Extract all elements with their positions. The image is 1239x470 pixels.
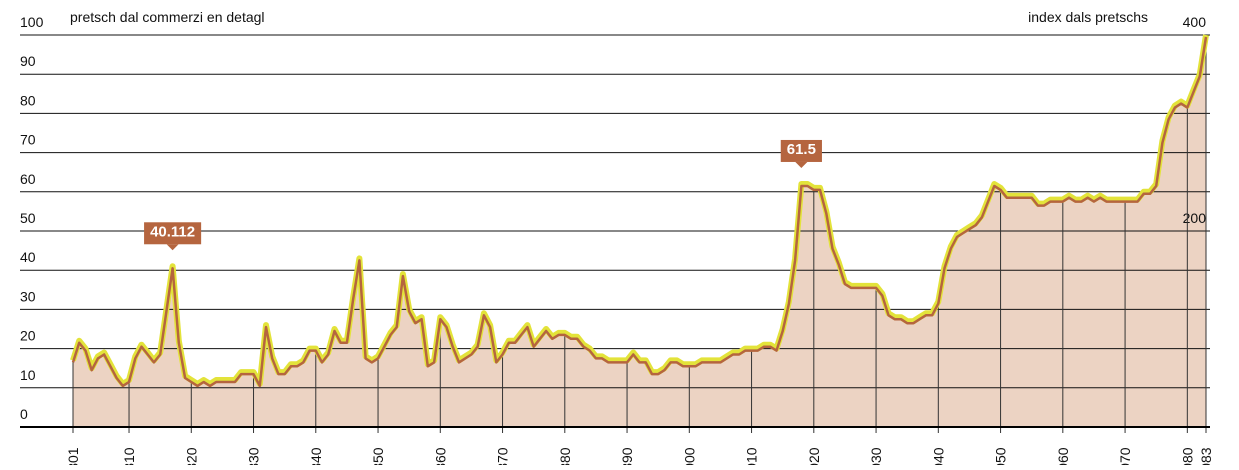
y-tick-label: 0 — [20, 406, 28, 422]
x-tick-label: 1840 — [308, 447, 324, 465]
y-tick-label: 30 — [20, 288, 36, 304]
annotation-label: 61.5 — [787, 141, 816, 158]
y-tick-label: 100 — [20, 14, 44, 30]
x-tick-label: 1950 — [993, 447, 1009, 465]
x-tick-label: 1930 — [868, 447, 884, 465]
y-tick-label: 50 — [20, 210, 36, 226]
annotation-box — [780, 139, 822, 162]
x-tick-label: 1801 — [65, 447, 81, 465]
x-tick-label: 1860 — [432, 447, 448, 465]
x-tick-label: 1870 — [495, 447, 511, 465]
x-tick-label: 1983 — [1198, 447, 1214, 465]
y-tick-label: 60 — [20, 171, 36, 187]
x-tick-label: 1970 — [1117, 447, 1133, 465]
x-tick-label: 1940 — [930, 447, 946, 465]
y2-tick-label: 400 — [1183, 14, 1207, 30]
x-tick-label: 1980 — [1179, 447, 1195, 465]
x-tick-label: 1850 — [370, 447, 386, 465]
y-tick-label: 40 — [20, 249, 36, 265]
annotation-pointer — [795, 161, 808, 168]
x-tick-label: 1830 — [246, 447, 262, 465]
y2-axis-label: index dals pretschs — [1028, 9, 1148, 25]
annotation-box — [144, 222, 202, 245]
y-tick-label: 10 — [20, 367, 36, 383]
chart-title: pretsch dal commerzi en detagl — [70, 9, 265, 25]
x-tick-label: 1890 — [619, 447, 635, 465]
line — [71, 36, 1208, 388]
x-tick-label: 1910 — [744, 447, 760, 465]
y-tick-label: 20 — [20, 328, 36, 344]
x-tick-label: 1920 — [806, 447, 822, 465]
y-tick-label: 80 — [20, 92, 36, 108]
annotation: 40.112 — [144, 222, 202, 251]
annotation-label: 40.112 — [150, 223, 195, 240]
x-tick-label: 1900 — [681, 447, 697, 465]
y-tick-label: 90 — [20, 53, 36, 69]
x-tick-label: 1880 — [557, 447, 573, 465]
y-tick-label: 70 — [20, 132, 36, 148]
area — [73, 35, 1206, 427]
x-tick-label: 1820 — [183, 447, 199, 465]
y2-tick-label: 200 — [1183, 210, 1207, 226]
x-tick-label: 1810 — [121, 447, 137, 465]
annotation-pointer — [166, 244, 179, 251]
x-tick-label: 1960 — [1055, 447, 1071, 465]
annotation: 61.5 — [780, 139, 822, 168]
